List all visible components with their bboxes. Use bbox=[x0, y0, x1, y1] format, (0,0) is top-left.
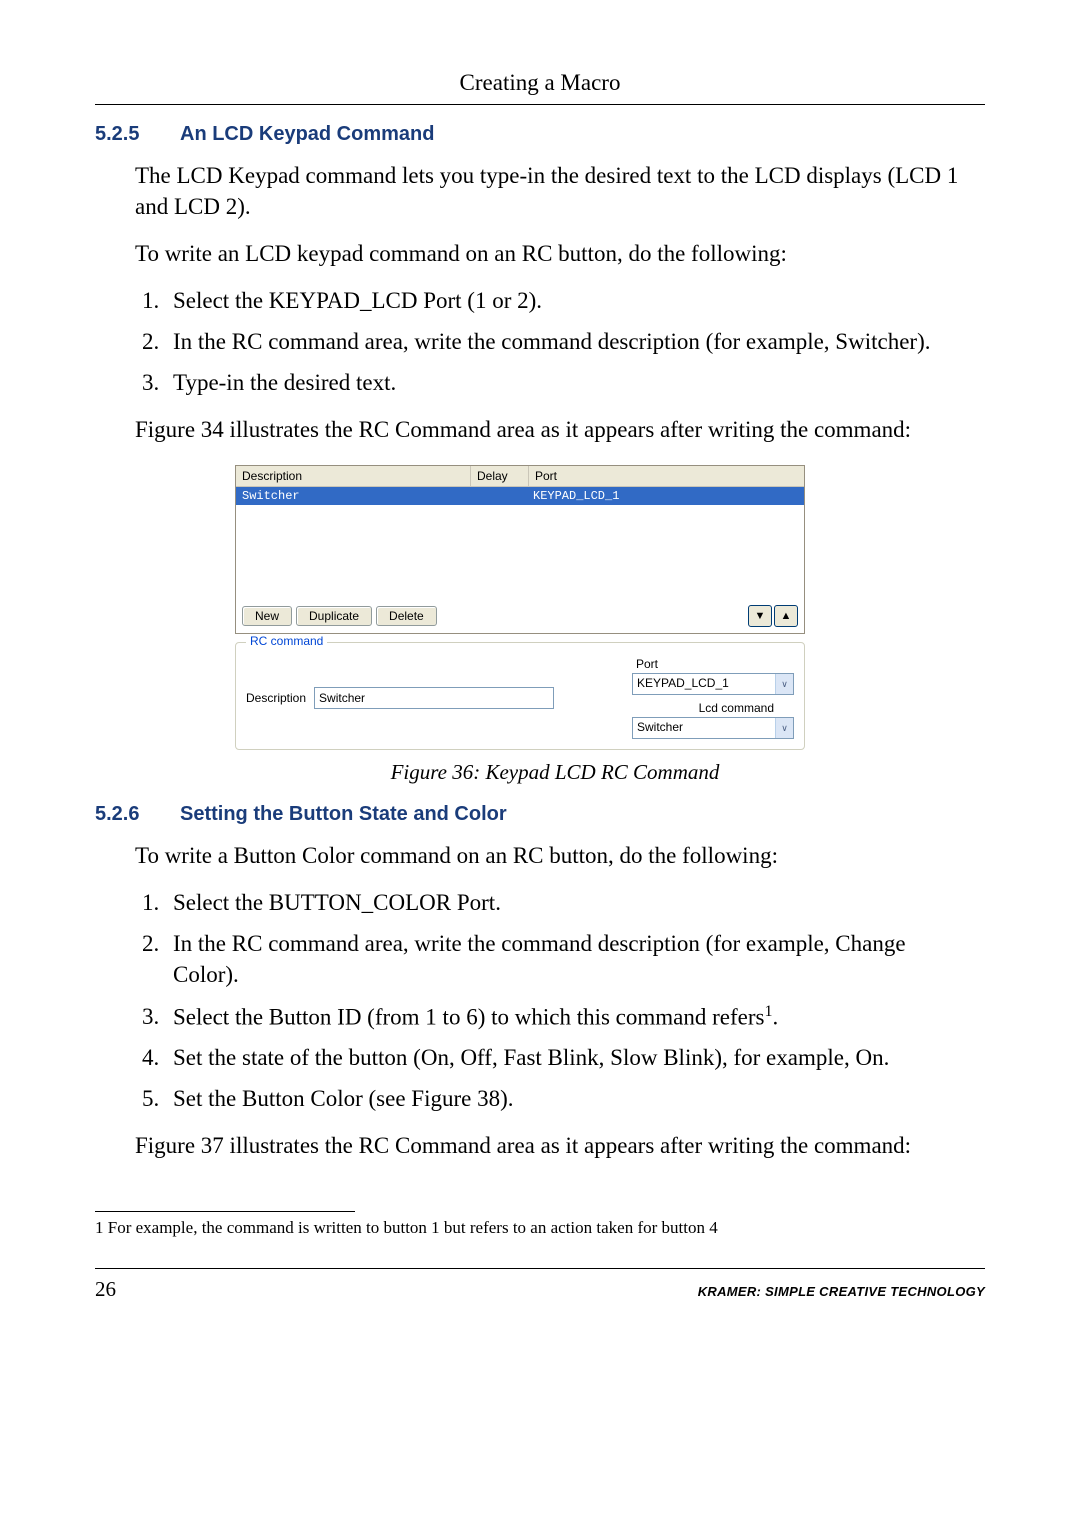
para: The LCD Keypad command lets you type-in … bbox=[135, 160, 975, 222]
step-item: In the RC command area, write the comman… bbox=[165, 928, 975, 990]
section-526-body: To write a Button Color command on an RC… bbox=[135, 840, 975, 1161]
lcd-command-field: Lcd command Switcher ∨ bbox=[632, 701, 794, 739]
lcd-command-label: Lcd command bbox=[699, 701, 774, 715]
footer-brand: KRAMER: SIMPLE CREATIVE TECHNOLOGY bbox=[698, 1284, 985, 1299]
list-button-row: New Duplicate Delete ▼ ▲ bbox=[236, 597, 804, 633]
page-footer: 26 KRAMER: SIMPLE CREATIVE TECHNOLOGY bbox=[95, 1277, 985, 1302]
section-number: 5.2.6 bbox=[95, 803, 180, 826]
rc-right-column: Port KEYPAD_LCD_1 ∨ Lcd command Switcher bbox=[632, 657, 794, 739]
footer-rule bbox=[95, 1268, 985, 1269]
rc-command-panel: Description Delay Port Switcher KEYPAD_L… bbox=[235, 465, 805, 750]
lcd-command-value: Switcher bbox=[633, 718, 775, 738]
port-combo-value: KEYPAD_LCD_1 bbox=[633, 674, 775, 694]
footnote-ref: 1 bbox=[764, 1003, 772, 1020]
section-title: Setting the Button State and Color bbox=[180, 803, 507, 825]
command-list: Description Delay Port Switcher KEYPAD_L… bbox=[235, 465, 805, 634]
column-header-description[interactable]: Description bbox=[236, 466, 471, 486]
steps-list: Select the KEYPAD_LCD Port (1 or 2). In … bbox=[135, 285, 975, 398]
command-list-header: Description Delay Port bbox=[236, 466, 804, 487]
rc-command-group: RC command Description Port KEYPAD_LCD_1… bbox=[235, 642, 805, 750]
section-heading-526: 5.2.6Setting the Button State and Color bbox=[95, 803, 985, 826]
row-description: Switcher bbox=[236, 487, 470, 505]
port-label: Port bbox=[636, 657, 658, 671]
step-text: Select the Button ID (from 1 to 6) to wh… bbox=[173, 1004, 764, 1029]
column-header-port[interactable]: Port bbox=[529, 466, 804, 486]
step-item: Select the KEYPAD_LCD Port (1 or 2). bbox=[165, 285, 975, 316]
move-down-button[interactable]: ▼ bbox=[748, 605, 772, 627]
steps-list: Select the BUTTON_COLOR Port. In the RC … bbox=[135, 887, 975, 1114]
para: Figure 34 illustrates the RC Command are… bbox=[135, 414, 975, 445]
chevron-down-icon: ∨ bbox=[775, 674, 793, 694]
rc-row-top: Description Port KEYPAD_LCD_1 ∨ bbox=[246, 657, 794, 739]
header-rule bbox=[95, 104, 985, 105]
para: To write an LCD keypad command on an RC … bbox=[135, 238, 975, 269]
column-header-delay[interactable]: Delay bbox=[471, 466, 529, 486]
port-combo[interactable]: KEYPAD_LCD_1 ∨ bbox=[632, 673, 794, 695]
page-number: 26 bbox=[95, 1277, 116, 1302]
section-heading-525: 5.2.5An LCD Keypad Command bbox=[95, 123, 985, 146]
footnote-rule bbox=[95, 1211, 355, 1212]
figure-caption: Figure 36: Keypad LCD RC Command bbox=[135, 760, 975, 785]
command-list-body[interactable]: Switcher KEYPAD_LCD_1 bbox=[236, 487, 804, 597]
chevron-down-icon: ▼ bbox=[755, 610, 766, 622]
step-item: In the RC command area, write the comman… bbox=[165, 326, 975, 357]
move-up-button[interactable]: ▲ bbox=[774, 605, 798, 627]
section-number: 5.2.5 bbox=[95, 123, 180, 146]
para: Figure 37 illustrates the RC Command are… bbox=[135, 1130, 975, 1161]
delete-button[interactable]: Delete bbox=[376, 606, 437, 626]
description-input[interactable] bbox=[314, 687, 554, 709]
figure-36: Description Delay Port Switcher KEYPAD_L… bbox=[235, 465, 975, 750]
section-525-body: The LCD Keypad command lets you type-in … bbox=[135, 160, 975, 785]
page-header-title: Creating a Macro bbox=[95, 70, 985, 96]
chevron-up-icon: ▲ bbox=[781, 610, 792, 622]
duplicate-button[interactable]: Duplicate bbox=[296, 606, 372, 626]
step-item: Set the Button Color (see Figure 38). bbox=[165, 1083, 975, 1114]
chevron-down-icon: ∨ bbox=[775, 718, 793, 738]
step-item: Select the Button ID (from 1 to 6) to wh… bbox=[165, 1001, 975, 1033]
step-item: Select the BUTTON_COLOR Port. bbox=[165, 887, 975, 918]
description-label: Description bbox=[246, 691, 306, 705]
step-item: Set the state of the button (On, Off, Fa… bbox=[165, 1042, 975, 1073]
step-item: Type-in the desired text. bbox=[165, 367, 975, 398]
row-port: KEYPAD_LCD_1 bbox=[527, 487, 804, 505]
para: To write a Button Color command on an RC… bbox=[135, 840, 975, 871]
lcd-command-combo[interactable]: Switcher ∨ bbox=[632, 717, 794, 739]
rc-group-title: RC command bbox=[246, 634, 327, 648]
port-field: Port KEYPAD_LCD_1 ∨ bbox=[632, 657, 794, 695]
row-delay bbox=[470, 487, 527, 505]
command-row[interactable]: Switcher KEYPAD_LCD_1 bbox=[236, 487, 804, 505]
page: Creating a Macro 5.2.5An LCD Keypad Comm… bbox=[0, 0, 1080, 1529]
new-button[interactable]: New bbox=[242, 606, 292, 626]
section-title: An LCD Keypad Command bbox=[180, 123, 434, 145]
footnote-text: 1 For example, the command is written to… bbox=[95, 1218, 985, 1238]
